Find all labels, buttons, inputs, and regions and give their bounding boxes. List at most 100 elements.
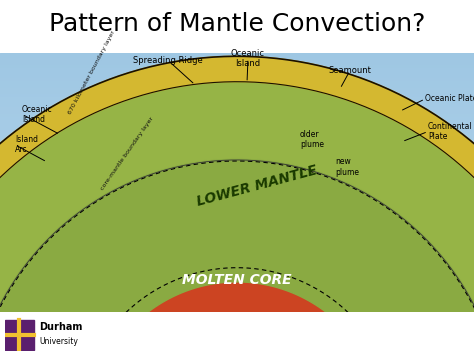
Bar (0, 238, 474, 241)
Polygon shape (0, 158, 474, 355)
Bar (0, 134, 474, 137)
FancyBboxPatch shape (5, 320, 34, 350)
Text: Island
Arc: Island Arc (15, 135, 38, 154)
Bar (0, 283, 474, 286)
Bar (0, 225, 474, 228)
Text: 670 kilometer boundary layer: 670 kilometer boundary layer (68, 30, 117, 115)
Bar (0, 56, 474, 60)
Bar (0, 192, 474, 196)
Bar (0, 70, 474, 73)
Bar (0, 261, 474, 264)
Bar (0, 53, 474, 56)
Bar (0, 296, 474, 300)
Bar (0, 215, 474, 218)
Bar (0, 286, 474, 290)
Bar (0, 86, 474, 89)
Bar (0, 270, 474, 273)
Bar (0, 163, 474, 166)
Text: Oceanic Plate: Oceanic Plate (425, 94, 474, 103)
Bar (0, 89, 474, 92)
Bar (0, 144, 474, 147)
Text: Continental
Plate: Continental Plate (428, 122, 473, 141)
Bar (0, 121, 474, 125)
Bar (0, 248, 474, 251)
Text: University: University (39, 337, 78, 346)
Polygon shape (0, 56, 474, 355)
Bar (0, 76, 474, 79)
Text: older
plume: older plume (300, 130, 324, 149)
Bar (0, 280, 474, 283)
Bar (0, 202, 474, 206)
Bar (0, 299, 474, 303)
Bar (0, 131, 474, 134)
Bar (0, 235, 474, 238)
Text: Spreading Ridge: Spreading Ridge (133, 56, 203, 65)
Bar (0, 257, 474, 261)
Bar (0, 105, 474, 108)
Bar (0, 170, 474, 173)
Polygon shape (0, 82, 474, 355)
Bar (0, 212, 474, 215)
Bar (0, 183, 474, 186)
Bar (0, 176, 474, 180)
Bar (0, 111, 474, 115)
Bar (0, 206, 474, 209)
Bar (0, 115, 474, 118)
Bar (0, 293, 474, 296)
Bar (0, 309, 474, 312)
Bar (0, 222, 474, 225)
Bar (0, 251, 474, 254)
Bar (0, 173, 474, 176)
Polygon shape (89, 282, 385, 355)
Text: Oceanic
Island: Oceanic Island (22, 104, 53, 124)
Text: Durham: Durham (39, 322, 82, 332)
Text: new
plume: new plume (335, 157, 359, 177)
Text: LOWER MANTLE: LOWER MANTLE (195, 163, 319, 209)
Bar (0, 66, 474, 70)
Bar (0, 209, 474, 212)
Bar (0, 128, 474, 131)
Bar (0, 199, 474, 202)
Bar (0, 141, 474, 144)
Bar (0, 267, 474, 270)
Text: MOLTEN CORE: MOLTEN CORE (182, 273, 292, 287)
Bar (0, 277, 474, 280)
Bar (0, 63, 474, 66)
Bar (0, 231, 474, 235)
Bar (0, 99, 474, 102)
Bar (0, 254, 474, 257)
Bar (0, 264, 474, 267)
Bar (0, 79, 474, 82)
Bar (0, 306, 474, 309)
Bar (0, 151, 474, 154)
Bar (0, 273, 474, 277)
Text: Oceanic
Island: Oceanic Island (231, 49, 265, 68)
Bar (0, 290, 474, 293)
Bar (0, 303, 474, 306)
Bar (0, 218, 474, 222)
Bar (0, 137, 474, 141)
Bar (0, 244, 474, 248)
Bar (0, 154, 474, 157)
Bar (0, 60, 474, 63)
Bar (0, 102, 474, 105)
Bar (0, 82, 474, 86)
Bar (0, 157, 474, 160)
Bar (0, 108, 474, 111)
Bar (0, 95, 474, 99)
Bar (0, 186, 474, 189)
Bar (0, 160, 474, 163)
Text: core-mantle boundary layer: core-mantle boundary layer (100, 116, 155, 191)
Bar (0, 228, 474, 231)
Text: Seamount: Seamount (328, 66, 372, 75)
Bar (0, 125, 474, 128)
Bar (0, 180, 474, 183)
Bar (0, 189, 474, 192)
Bar (0, 92, 474, 95)
Bar (0, 166, 474, 170)
Text: Pattern of Mantle Convection?: Pattern of Mantle Convection? (49, 12, 425, 37)
Bar (0, 118, 474, 121)
Bar (0, 241, 474, 244)
Bar (0, 73, 474, 76)
Bar (0, 196, 474, 199)
